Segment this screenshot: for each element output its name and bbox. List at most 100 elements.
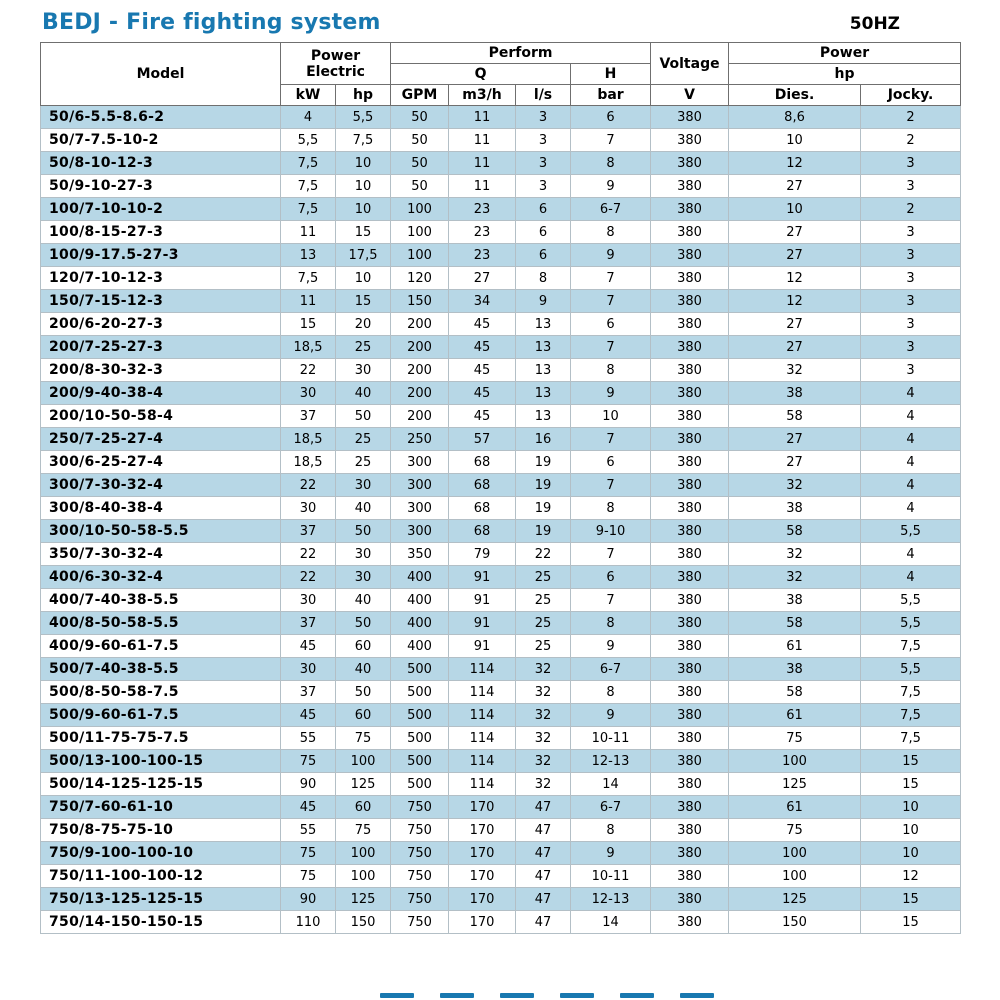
header-voltage: Voltage [650, 42, 730, 85]
value-cell: 14 [570, 910, 652, 934]
value-cell: 380 [650, 174, 730, 198]
value-cell: 4 [860, 473, 962, 497]
value-cell: 380 [650, 289, 730, 313]
value-cell: 380 [650, 450, 730, 474]
value-cell: 3 [860, 312, 962, 336]
model-cell: 200/7-25-27-3 [40, 335, 281, 359]
model-cell: 200/8-30-32-3 [40, 358, 281, 382]
table-row: 100/9-17.5-27-3 13 17,5 100 23 6 9 380 27 3 [40, 243, 962, 267]
value-cell: 47 [515, 864, 572, 888]
model-cell: 300/10-50-58-5.5 [40, 519, 281, 543]
value-cell: 10-11 [570, 726, 652, 750]
table-row: 300/10-50-58-5.5 37 50 300 68 19 9-10 380 58 5,5 [40, 519, 962, 543]
header-q: Q [390, 63, 572, 85]
value-cell: 23 [448, 243, 517, 267]
header-hp-group: hp [728, 63, 962, 85]
value-cell: 75 [334, 818, 392, 842]
value-cell: 30 [334, 565, 392, 589]
header-kw: kW [280, 84, 336, 106]
table-row: 150/7-15-12-3 11 15 150 34 9 7 380 12 3 [40, 289, 962, 313]
value-cell: 100 [334, 864, 392, 888]
model-cell: 50/6-5.5-8.6-2 [40, 105, 281, 129]
value-cell: 100 [390, 243, 450, 267]
table-row: 500/8-50-58-7.5 37 50 500 114 32 8 380 58 7,5 [40, 680, 962, 704]
value-cell: 11 [448, 151, 517, 175]
value-cell: 91 [448, 611, 517, 635]
model-cell: 400/7-40-38-5.5 [40, 588, 281, 612]
model-cell: 50/9-10-27-3 [40, 174, 281, 198]
value-cell: 13 [280, 243, 336, 267]
value-cell: 32 [515, 703, 572, 727]
value-cell: 380 [650, 795, 730, 819]
value-cell: 23 [448, 220, 517, 244]
value-cell: 6 [570, 312, 652, 336]
value-cell: 8,6 [728, 105, 862, 129]
value-cell: 45 [448, 381, 517, 405]
value-cell: 380 [650, 864, 730, 888]
value-cell: 12 [728, 151, 862, 175]
value-cell: 32 [515, 657, 572, 681]
value-cell: 32 [515, 726, 572, 750]
value-cell: 75 [728, 818, 862, 842]
value-cell: 4 [860, 450, 962, 474]
value-cell: 380 [650, 358, 730, 382]
value-cell: 13 [515, 335, 572, 359]
value-cell: 380 [650, 703, 730, 727]
value-cell: 18,5 [280, 335, 336, 359]
model-cell: 350/7-30-32-4 [40, 542, 281, 566]
value-cell: 60 [334, 703, 392, 727]
model-cell: 500/14-125-125-15 [40, 772, 281, 796]
value-cell: 18,5 [280, 427, 336, 451]
value-cell: 50 [390, 128, 450, 152]
value-cell: 22 [515, 542, 572, 566]
value-cell: 380 [650, 151, 730, 175]
value-cell: 3 [515, 151, 572, 175]
value-cell: 3 [515, 128, 572, 152]
value-cell: 3 [860, 358, 962, 382]
header-jocky: Jocky. [860, 84, 962, 106]
value-cell: 5,5 [334, 105, 392, 129]
value-cell: 100 [728, 864, 862, 888]
value-cell: 11 [280, 289, 336, 313]
value-cell: 45 [448, 404, 517, 428]
value-cell: 79 [448, 542, 517, 566]
value-cell: 7 [570, 588, 652, 612]
value-cell: 32 [515, 680, 572, 704]
value-cell: 12-13 [570, 887, 652, 911]
value-cell: 125 [334, 887, 392, 911]
value-cell: 22 [280, 473, 336, 497]
value-cell: 13 [515, 381, 572, 405]
value-cell: 19 [515, 496, 572, 520]
value-cell: 9 [515, 289, 572, 313]
table-row: 500/9-60-61-7.5 45 60 500 114 32 9 380 61 7,5 [40, 703, 962, 727]
value-cell: 380 [650, 818, 730, 842]
table-row: 500/7-40-38-5.5 30 40 500 114 32 6-7 380 38 5,5 [40, 657, 962, 681]
value-cell: 47 [515, 818, 572, 842]
value-cell: 38 [728, 381, 862, 405]
value-cell: 27 [728, 450, 862, 474]
value-cell: 27 [728, 335, 862, 359]
value-cell: 150 [728, 910, 862, 934]
value-cell: 37 [280, 680, 336, 704]
value-cell: 25 [515, 588, 572, 612]
value-cell: 8 [570, 151, 652, 175]
model-cell: 250/7-25-27-4 [40, 427, 281, 451]
value-cell: 7,5 [860, 703, 962, 727]
value-cell: 12 [728, 266, 862, 290]
value-cell: 11 [280, 220, 336, 244]
value-cell: 380 [650, 749, 730, 773]
value-cell: 380 [650, 220, 730, 244]
table-row: 750/8-75-75-10 55 75 750 170 47 8 380 75 10 [40, 818, 962, 842]
value-cell: 500 [390, 726, 450, 750]
table-row: 400/6-30-32-4 22 30 400 91 25 6 380 32 4 [40, 565, 962, 589]
value-cell: 22 [280, 358, 336, 382]
header-bar: bar [570, 84, 652, 106]
value-cell: 15 [860, 772, 962, 796]
value-cell: 15 [860, 749, 962, 773]
value-cell: 30 [280, 588, 336, 612]
value-cell: 2 [860, 105, 962, 129]
model-cell: 400/8-50-58-5.5 [40, 611, 281, 635]
model-cell: 750/14-150-150-15 [40, 910, 281, 934]
value-cell: 8 [570, 611, 652, 635]
table-row: 500/11-75-75-7.5 55 75 500 114 32 10-11 380 75 7,… [40, 726, 962, 750]
